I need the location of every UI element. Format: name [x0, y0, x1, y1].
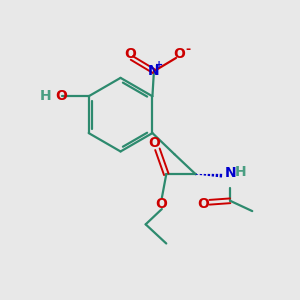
Text: H: H — [40, 89, 52, 103]
Text: H: H — [235, 165, 247, 179]
Text: O: O — [148, 136, 160, 150]
Text: +: + — [155, 60, 163, 70]
Text: N: N — [148, 64, 160, 78]
Text: O: O — [155, 197, 167, 211]
Text: N: N — [224, 167, 236, 180]
Text: O: O — [124, 46, 136, 61]
Text: O: O — [55, 89, 67, 103]
Text: -: - — [185, 43, 190, 56]
Text: O: O — [197, 197, 209, 211]
Text: O: O — [174, 46, 185, 61]
